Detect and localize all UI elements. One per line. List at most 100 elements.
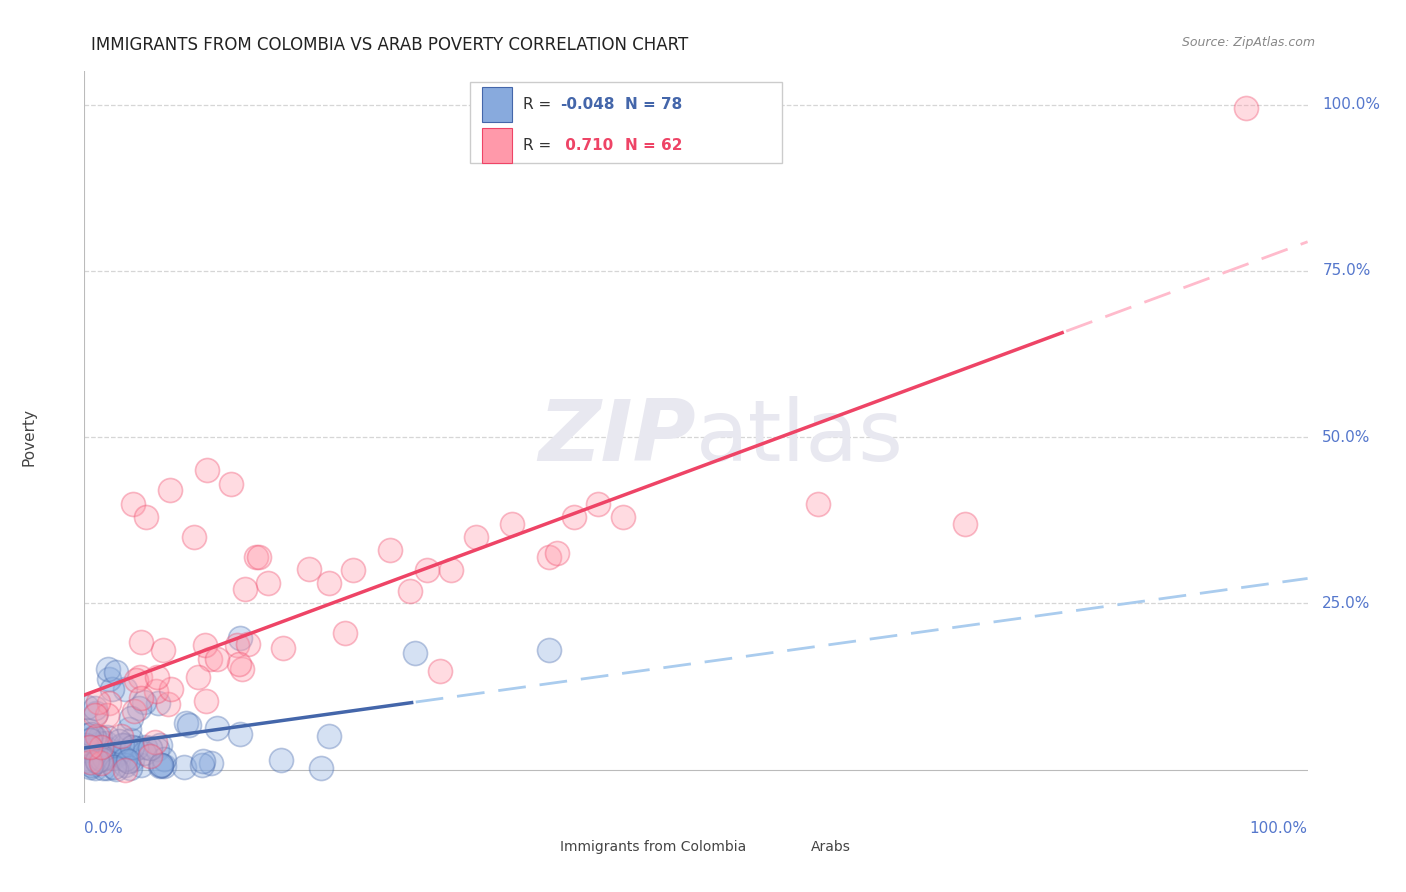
Point — [229, 631, 252, 645]
Text: 50.0%: 50.0% — [1322, 430, 1371, 444]
Point — [231, 663, 253, 677]
Point — [121, 753, 143, 767]
Point — [148, 696, 170, 710]
Point — [228, 657, 250, 671]
Point — [76, 700, 98, 714]
Point — [132, 695, 155, 709]
Point — [129, 758, 152, 772]
Point — [612, 509, 634, 524]
Text: N = 62: N = 62 — [626, 137, 682, 153]
Point — [538, 549, 561, 564]
Point — [107, 745, 129, 759]
Point — [416, 563, 439, 577]
Point — [953, 516, 976, 531]
Point — [1236, 101, 1258, 115]
Point — [502, 516, 524, 531]
Point — [83, 730, 105, 744]
Point — [135, 509, 157, 524]
Point — [117, 723, 139, 737]
Point — [194, 639, 217, 653]
Point — [101, 747, 124, 761]
Point — [271, 640, 294, 655]
Point — [152, 758, 174, 772]
Point — [333, 626, 356, 640]
Point — [117, 754, 139, 768]
Text: 75.0%: 75.0% — [1322, 263, 1371, 278]
Point — [191, 758, 214, 772]
Point — [586, 497, 609, 511]
Point — [110, 729, 132, 743]
Text: 100.0%: 100.0% — [1250, 821, 1308, 836]
Point — [195, 463, 218, 477]
Point — [807, 497, 830, 511]
Point — [103, 760, 125, 774]
Point — [125, 673, 148, 687]
Point — [97, 662, 120, 676]
Point — [105, 762, 128, 776]
Point — [86, 706, 108, 720]
Text: R =: R = — [523, 137, 557, 153]
Point — [404, 646, 426, 660]
Point — [79, 755, 101, 769]
FancyBboxPatch shape — [482, 87, 513, 122]
Point — [120, 761, 142, 775]
Point — [176, 715, 198, 730]
Point — [96, 730, 118, 744]
Point — [270, 753, 292, 767]
Point — [205, 721, 228, 735]
Point — [149, 758, 172, 772]
Point — [91, 761, 114, 775]
Point — [429, 664, 451, 678]
Point — [225, 638, 247, 652]
Point — [89, 736, 111, 750]
Point — [145, 670, 167, 684]
Point — [129, 691, 152, 706]
Text: Arabs: Arabs — [811, 839, 851, 854]
Point — [111, 738, 134, 752]
Point — [318, 576, 340, 591]
Point — [114, 758, 136, 772]
Point — [86, 754, 108, 768]
Point — [79, 758, 101, 772]
Point — [298, 562, 321, 576]
Point — [80, 756, 103, 771]
FancyBboxPatch shape — [482, 128, 513, 162]
Point — [247, 549, 270, 564]
Point — [90, 739, 112, 754]
Point — [120, 711, 142, 725]
Text: Source: ZipAtlas.com: Source: ZipAtlas.com — [1181, 36, 1315, 49]
Point — [128, 701, 150, 715]
Point — [104, 665, 127, 679]
Point — [146, 742, 169, 756]
Point — [159, 483, 181, 498]
Point — [101, 751, 124, 765]
Point — [139, 749, 162, 764]
Point — [94, 735, 117, 749]
Point — [76, 753, 98, 767]
Point — [75, 739, 97, 753]
Point — [96, 761, 118, 775]
Text: 0.710: 0.710 — [560, 137, 613, 153]
FancyBboxPatch shape — [531, 838, 553, 855]
Point — [245, 549, 267, 564]
Point — [84, 700, 107, 714]
Point — [257, 576, 280, 591]
Point — [90, 756, 112, 770]
Point — [160, 682, 183, 697]
Point — [219, 476, 242, 491]
Point — [562, 509, 585, 524]
Point — [149, 757, 172, 772]
Point — [205, 651, 228, 665]
Text: IMMIGRANTS FROM COLOMBIA VS ARAB POVERTY CORRELATION CHART: IMMIGRANTS FROM COLOMBIA VS ARAB POVERTY… — [91, 36, 689, 54]
Point — [145, 684, 167, 698]
Point — [125, 740, 148, 755]
Text: ZIP: ZIP — [538, 395, 696, 479]
Point — [129, 634, 152, 648]
Point — [309, 761, 332, 775]
Point — [97, 696, 120, 710]
Point — [114, 739, 136, 753]
Text: 100.0%: 100.0% — [1322, 97, 1381, 112]
Point — [150, 757, 173, 772]
Point — [132, 747, 155, 761]
Point — [187, 670, 209, 684]
